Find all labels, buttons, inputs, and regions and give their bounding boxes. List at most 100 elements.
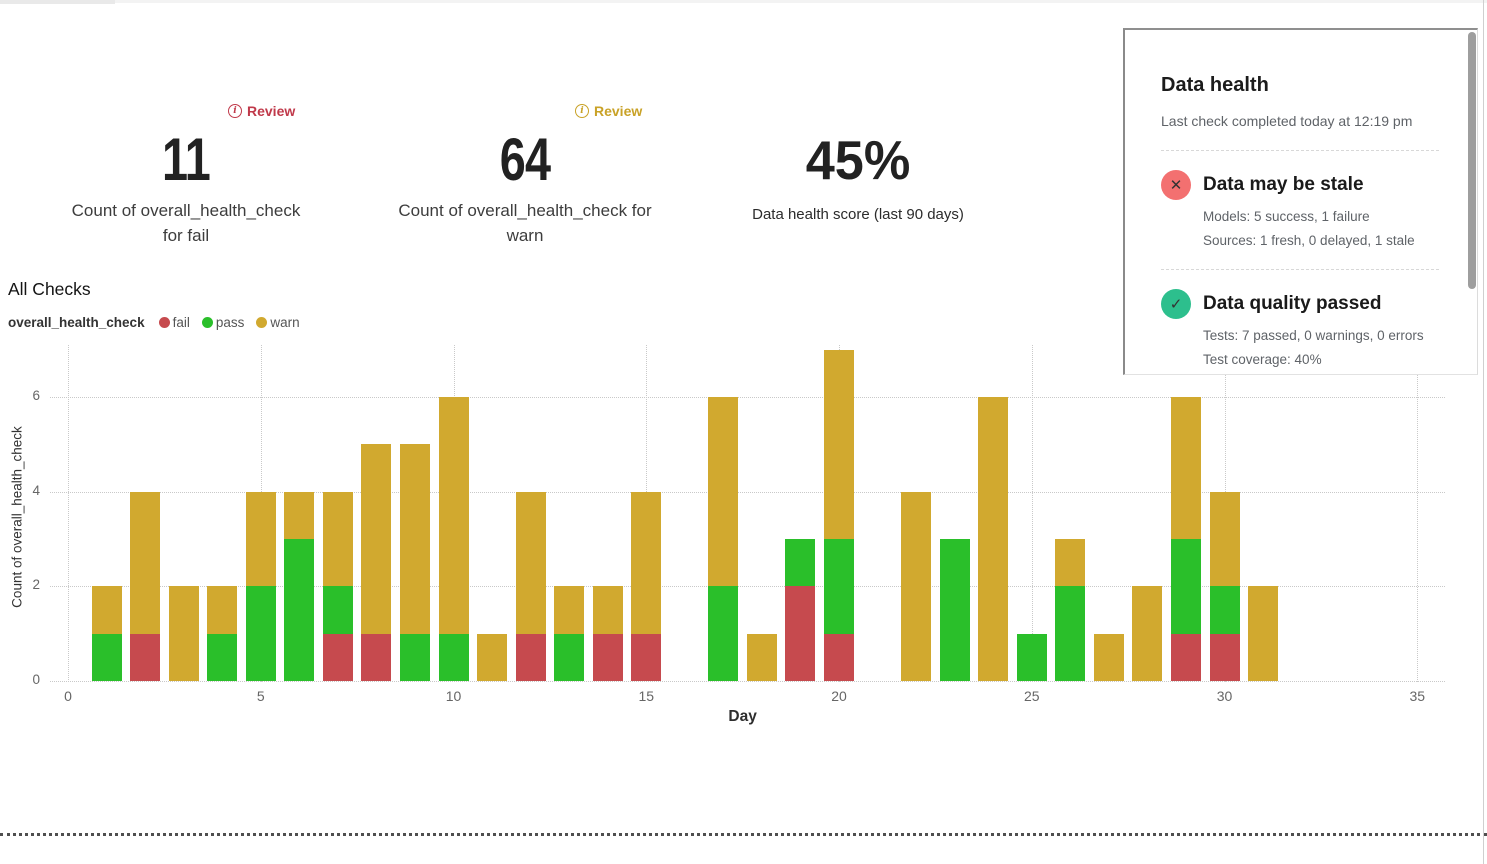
kpi-fail-value: 11: [162, 126, 211, 193]
kpi-fail-caption-line1: Count of overall_health_check: [71, 201, 301, 220]
bar-day-12-fail[interactable]: [515, 633, 546, 681]
kpi-fail-caption-line2: for fail: [162, 226, 210, 245]
x-tick-label-25: 25: [1023, 688, 1040, 704]
bar-day-2-warn[interactable]: [130, 491, 161, 634]
bar-day-25-pass[interactable]: [1016, 633, 1047, 681]
bar-day-13-pass[interactable]: [554, 633, 585, 681]
bar-day-24-warn[interactable]: [978, 396, 1009, 681]
health-item-title: Data may be stale: [1203, 174, 1364, 195]
health-item-detail: Test coverage: 40%: [1203, 352, 1322, 367]
bar-day-17-warn[interactable]: [708, 396, 739, 587]
bar-day-26-warn[interactable]: [1055, 538, 1086, 587]
health-item-title: Data quality passed: [1203, 293, 1382, 314]
bar-day-10-pass[interactable]: [438, 633, 469, 681]
health-item-quality: ✓ Data quality passed Tests: 7 passed, 0…: [1161, 289, 1439, 367]
legend-dot-warn-icon: [256, 317, 268, 328]
bar-day-23-pass[interactable]: [939, 538, 970, 681]
bar-day-20-warn[interactable]: [824, 349, 854, 539]
y-tick-label-4: 4: [32, 482, 40, 498]
x-circle-icon: ✕: [1161, 170, 1191, 200]
bar-day-10-warn[interactable]: [438, 396, 469, 634]
bar-day-7-fail[interactable]: [322, 633, 353, 681]
kpi-fail-caption: Count of overall_health_check for fail: [36, 198, 336, 248]
legend-series-title: overall_health_check: [8, 315, 145, 330]
bar-day-1-warn[interactable]: [91, 586, 122, 634]
kpi-warn-caption-line1: Count of overall_health_check for: [398, 201, 652, 220]
bar-day-30-warn[interactable]: [1209, 491, 1240, 587]
legend-dot-pass-icon: [201, 317, 213, 328]
bar-day-2-fail[interactable]: [130, 633, 161, 681]
legend-item-pass[interactable]: pass: [201, 315, 245, 330]
bar-day-5-pass[interactable]: [245, 586, 276, 681]
bar-day-6-warn[interactable]: [284, 491, 315, 539]
bar-day-29-fail[interactable]: [1170, 633, 1201, 681]
kpi-warn-count: 64 Count of overall_health_check for war…: [375, 126, 675, 248]
bar-day-14-fail[interactable]: [592, 633, 623, 681]
bar-day-4-warn[interactable]: [207, 586, 238, 634]
panel-divider: [1161, 150, 1439, 151]
y-gridline-6: [50, 396, 1445, 398]
panel-divider: [1161, 269, 1439, 270]
bar-day-29-warn[interactable]: [1170, 396, 1201, 539]
legend-label-fail: fail: [172, 315, 190, 330]
review-badge-fail[interactable]: i Review: [228, 103, 295, 119]
kpi-warn-caption: Count of overall_health_check for warn: [375, 198, 675, 248]
bar-day-5-warn[interactable]: [245, 491, 276, 587]
bar-day-18-warn[interactable]: [746, 633, 777, 681]
x-gridline-25: [1031, 345, 1033, 682]
bar-day-20-pass[interactable]: [824, 538, 854, 634]
x-tick-label-20: 20: [831, 688, 847, 704]
bar-day-1-pass[interactable]: [91, 633, 122, 681]
bar-day-30-pass[interactable]: [1209, 586, 1240, 634]
y-axis-title: Count of overall_health_check: [9, 426, 25, 608]
panel-title: Data health: [1161, 74, 1269, 96]
bar-day-13-warn[interactable]: [554, 586, 585, 634]
bar-day-8-warn[interactable]: [361, 444, 392, 634]
bar-day-9-pass[interactable]: [399, 633, 430, 681]
x-gridline-0: [68, 345, 69, 682]
bar-day-30-fail[interactable]: [1209, 633, 1240, 681]
bar-day-29-pass[interactable]: [1170, 538, 1201, 634]
health-item-stale: ✕ Data may be stale Models: 5 success, 1…: [1161, 170, 1439, 248]
y-gridline-2: [50, 586, 1445, 588]
bar-day-4-pass[interactable]: [207, 633, 238, 681]
y-gridline-4: [50, 491, 1445, 493]
legend-dot-fail-icon: [158, 317, 170, 328]
bar-day-19-pass[interactable]: [785, 538, 816, 587]
kpi-health-score: 45% Data health score (last 90 days): [708, 126, 1008, 225]
legend-label-pass: pass: [215, 315, 245, 330]
chart-legend: overall_health_check fail pass warn: [8, 315, 312, 330]
bar-day-7-warn[interactable]: [322, 491, 353, 587]
review-badge-warn[interactable]: i Review: [575, 103, 642, 119]
bar-day-3-warn[interactable]: [168, 586, 199, 681]
panel-scrollbar-thumb[interactable]: [1468, 32, 1476, 289]
bar-day-12-warn[interactable]: [515, 491, 546, 634]
x-tick-label-35: 35: [1409, 688, 1426, 704]
bar-day-22-warn[interactable]: [901, 491, 932, 681]
bar-day-15-fail[interactable]: [631, 633, 662, 681]
kpi-warn-value: 64: [499, 126, 551, 193]
x-axis-title: Day: [728, 708, 757, 725]
bar-day-19-fail[interactable]: [785, 586, 816, 681]
bar-day-14-warn[interactable]: [592, 586, 623, 634]
legend-label-warn: warn: [270, 315, 300, 330]
bar-day-26-pass[interactable]: [1055, 586, 1086, 681]
health-item-detail: Tests: 7 passed, 0 warnings, 0 errors: [1203, 328, 1424, 343]
bar-day-7-pass[interactable]: [322, 586, 353, 634]
bar-day-28-warn[interactable]: [1132, 586, 1163, 681]
bar-day-27-warn[interactable]: [1093, 633, 1124, 681]
bar-day-31-warn[interactable]: [1248, 586, 1279, 681]
legend-item-warn[interactable]: warn: [256, 315, 300, 330]
bar-day-20-fail[interactable]: [824, 633, 854, 681]
bar-day-9-warn[interactable]: [399, 444, 430, 634]
legend-item-fail[interactable]: fail: [158, 315, 190, 330]
bar-day-15-warn[interactable]: [631, 491, 662, 634]
bar-day-6-pass[interactable]: [284, 538, 315, 681]
bar-day-8-fail[interactable]: [361, 633, 392, 681]
review-badge-label: Review: [247, 103, 296, 119]
bar-day-11-warn[interactable]: [477, 633, 508, 681]
bar-day-17-pass[interactable]: [708, 586, 739, 681]
x-tick-label-5: 5: [256, 688, 265, 704]
